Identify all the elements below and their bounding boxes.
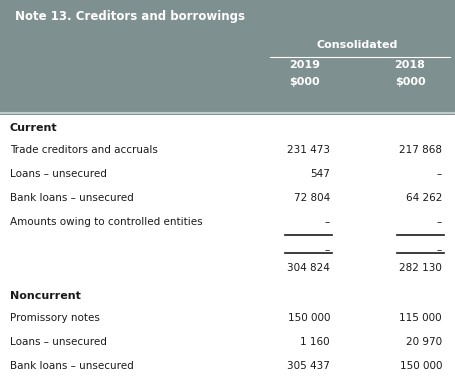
Text: 547: 547 bbox=[310, 169, 330, 179]
Text: 72 804: 72 804 bbox=[294, 193, 330, 203]
Text: Current: Current bbox=[10, 123, 58, 133]
Text: $000: $000 bbox=[290, 77, 320, 87]
Text: Loans – unsecured: Loans – unsecured bbox=[10, 169, 107, 179]
Text: 231 473: 231 473 bbox=[287, 145, 330, 155]
Text: 2019: 2019 bbox=[289, 60, 320, 70]
Text: 20 970: 20 970 bbox=[406, 337, 442, 347]
Text: Amounts owing to controlled entities: Amounts owing to controlled entities bbox=[10, 217, 202, 227]
Text: 304 824: 304 824 bbox=[287, 263, 330, 273]
Text: –: – bbox=[437, 245, 442, 255]
Text: 305 437: 305 437 bbox=[287, 361, 330, 371]
Text: $000: $000 bbox=[394, 77, 425, 87]
Text: –: – bbox=[437, 169, 442, 179]
Text: Noncurrent: Noncurrent bbox=[10, 291, 81, 301]
Text: Promissory notes: Promissory notes bbox=[10, 313, 100, 323]
Text: Trade creditors and accruals: Trade creditors and accruals bbox=[10, 145, 158, 155]
FancyBboxPatch shape bbox=[0, 0, 455, 115]
Text: Consolidated: Consolidated bbox=[317, 40, 398, 50]
Text: Note 13. Creditors and borrowings: Note 13. Creditors and borrowings bbox=[15, 10, 245, 23]
Text: Bank loans – unsecured: Bank loans – unsecured bbox=[10, 361, 134, 371]
Text: 1 160: 1 160 bbox=[300, 337, 330, 347]
Text: Bank loans – unsecured: Bank loans – unsecured bbox=[10, 193, 134, 203]
Text: 115 000: 115 000 bbox=[399, 313, 442, 323]
Text: –: – bbox=[325, 245, 330, 255]
Text: –: – bbox=[325, 217, 330, 227]
Text: 2018: 2018 bbox=[394, 60, 425, 70]
Text: 64 262: 64 262 bbox=[405, 193, 442, 203]
Text: 150 000: 150 000 bbox=[399, 361, 442, 371]
Text: 150 000: 150 000 bbox=[288, 313, 330, 323]
Text: –: – bbox=[437, 217, 442, 227]
Text: 282 130: 282 130 bbox=[399, 263, 442, 273]
Text: 217 868: 217 868 bbox=[399, 145, 442, 155]
Text: Loans – unsecured: Loans – unsecured bbox=[10, 337, 107, 347]
